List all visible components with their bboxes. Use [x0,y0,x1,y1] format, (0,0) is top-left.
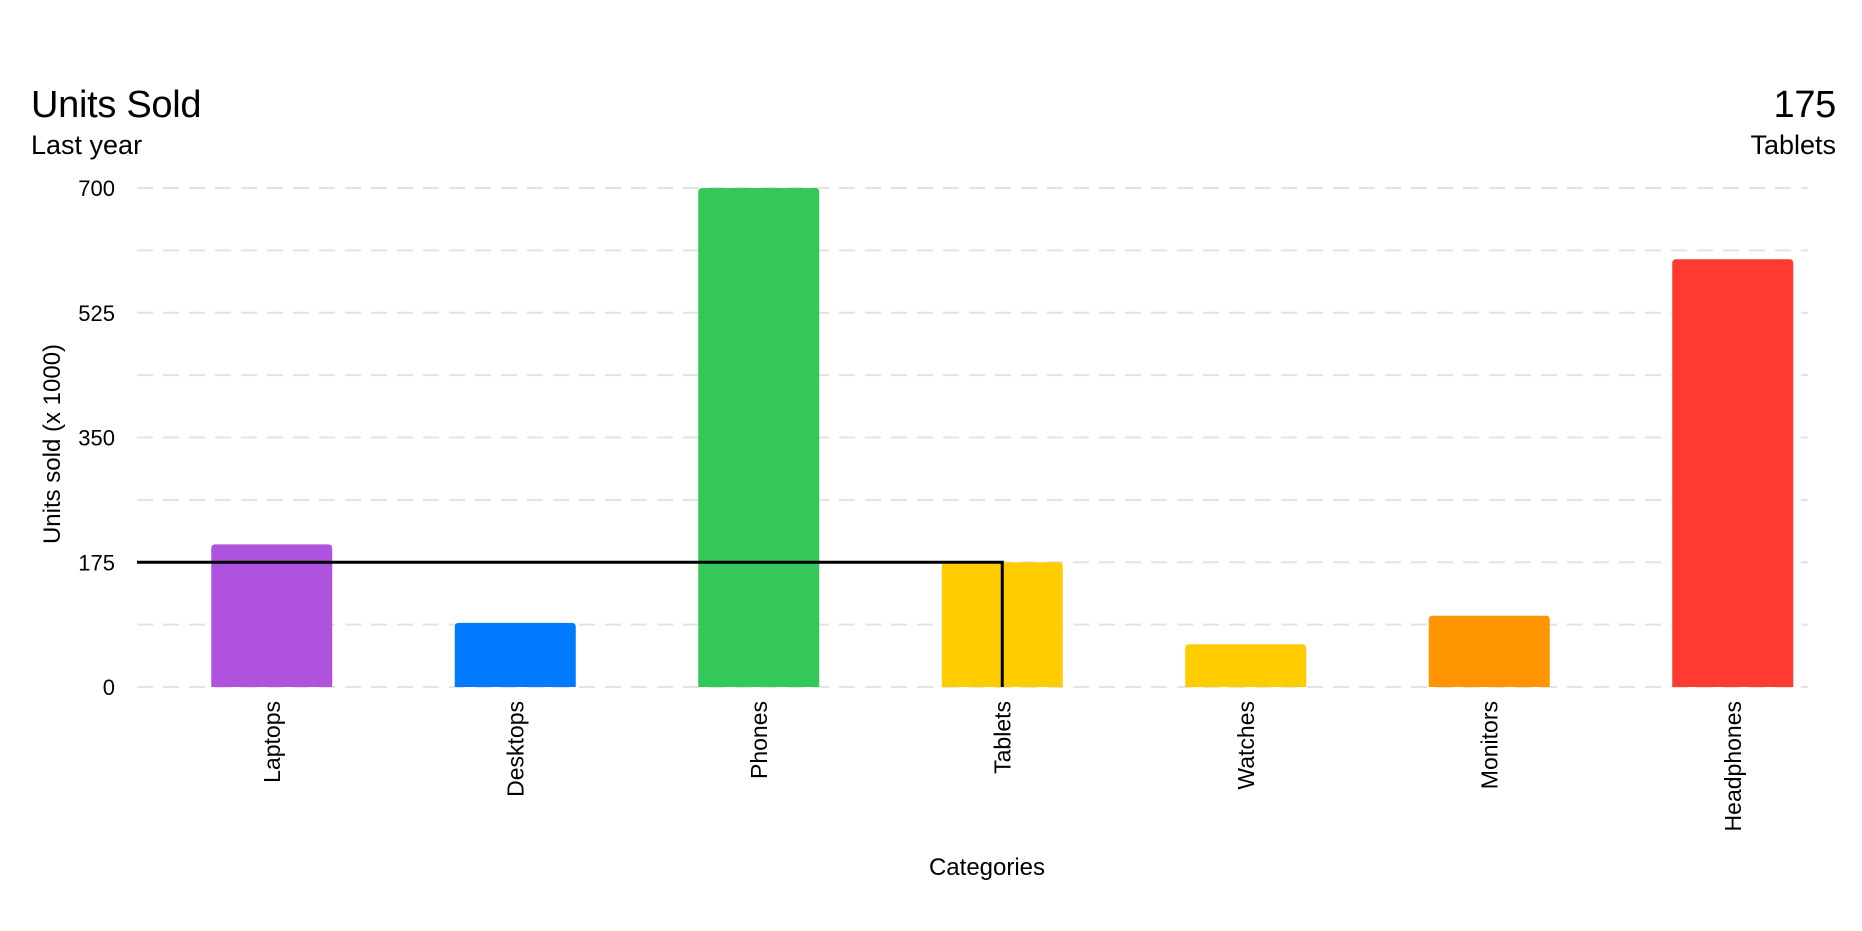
bar-desktops[interactable] [454,622,576,687]
x-tick-label-desktops: Desktops [502,701,528,797]
x-tick-label-laptops: Laptops [259,701,285,783]
y-axis-title: Units sold (x 1000) [39,344,66,544]
x-axis-title: Categories [929,854,1045,881]
x-tick-label-headphones: Headphones [1720,701,1746,831]
x-axis-ticks: Laptops Desktops Phones Tablets Watches Monit… [259,701,1746,831]
chart-title: Units Sold [31,84,202,126]
y-tick-label: 700 [78,176,115,201]
selection-rule-line [137,560,1004,687]
selection-rule [137,560,1004,687]
y-axis-ticks: 0 175 350 525 700 [78,176,115,700]
bar-headphones[interactable] [1672,259,1794,687]
chart-subtitle: Last year [31,130,143,160]
x-tick-label-tablets: Tablets [989,701,1015,774]
selected-value: 175 [1773,84,1836,126]
chart-header-left: Units Sold Last year [31,82,202,162]
bar-watches[interactable] [1185,644,1307,687]
y-tick-label: 175 [78,550,115,575]
selected-category: Tablets [1750,130,1836,160]
y-tick-label: 0 [103,675,115,700]
selection-readout: 175 Tablets [1750,82,1836,162]
x-tick-label-monitors: Monitors [1476,701,1502,789]
y-tick-label: 350 [78,426,115,451]
x-tick-label-phones: Phones [746,701,772,779]
bar-laptops[interactable] [211,544,333,687]
bar-monitors[interactable] [1428,615,1550,687]
x-tick-label-watches: Watches [1233,701,1259,790]
y-tick-label: 525 [78,301,115,326]
bar-phones[interactable] [698,188,820,687]
